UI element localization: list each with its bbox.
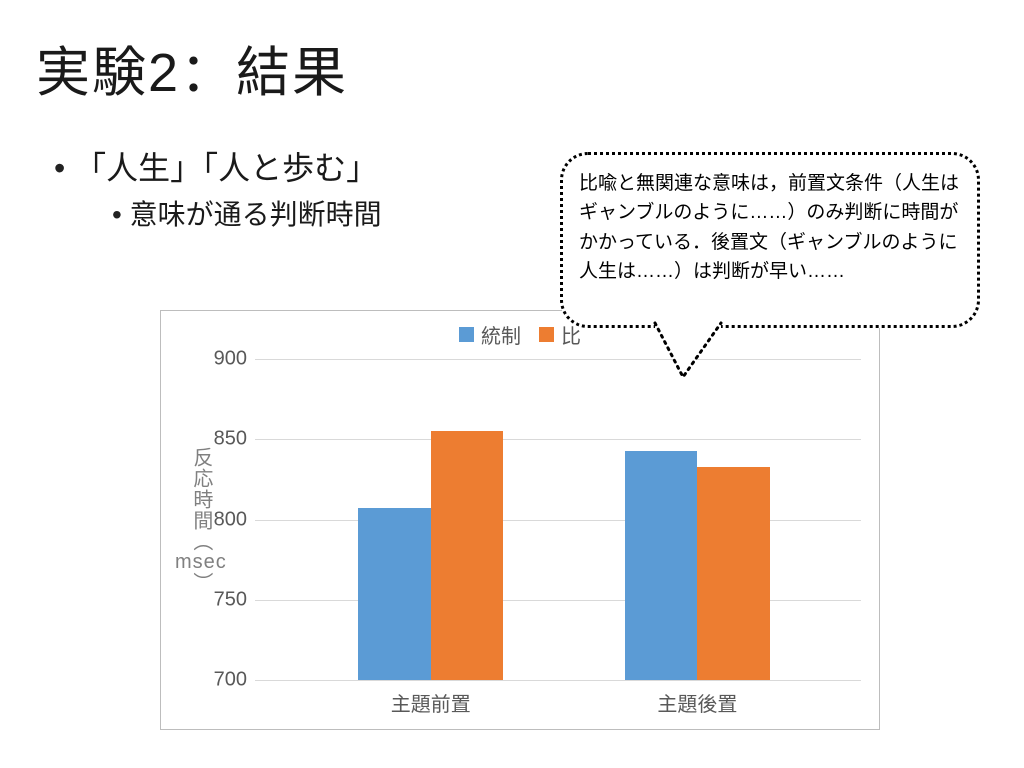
gridline bbox=[255, 600, 861, 601]
plot-area: 700750800850900主題前置主題後置 bbox=[255, 359, 861, 681]
y-tick-label: 750 bbox=[199, 588, 247, 611]
bar-統制-主題後置 bbox=[625, 451, 698, 681]
gridline bbox=[255, 680, 861, 681]
gridline bbox=[255, 359, 861, 360]
bubble-text: 比喩と無関連な意味は，前置文条件（人生はギャンブルのように……）のみ判断に時間が… bbox=[579, 173, 959, 282]
legend-item-1: 統制 bbox=[459, 320, 521, 349]
bar-統制-主題前置 bbox=[358, 508, 431, 680]
y-tick-label: 850 bbox=[199, 428, 247, 451]
bar-比喩-主題前置 bbox=[431, 431, 504, 680]
bubble-tail-icon bbox=[653, 321, 743, 379]
slide-title: 実験2：結果 bbox=[0, 0, 1024, 107]
y-tick-label: 900 bbox=[199, 348, 247, 371]
y-tick-label: 800 bbox=[199, 508, 247, 531]
bar-chart: 統制 比 反応時間（msec） 700750800850900主題前置主題後置 bbox=[160, 310, 880, 730]
bar-比喩-主題後置 bbox=[697, 467, 770, 680]
chart-legend: 統制 比 bbox=[459, 320, 581, 349]
legend-label-1: 統制 bbox=[481, 320, 521, 349]
gridline bbox=[255, 439, 861, 440]
x-tick-label: 主題後置 bbox=[657, 680, 737, 717]
speech-bubble: 比喩と無関連な意味は，前置文条件（人生はギャンブルのように……）のみ判断に時間が… bbox=[560, 152, 980, 328]
legend-swatch-2 bbox=[539, 327, 554, 342]
gridline bbox=[255, 520, 861, 521]
y-tick-label: 700 bbox=[199, 669, 247, 692]
x-tick-label: 主題前置 bbox=[391, 680, 471, 717]
legend-swatch-1 bbox=[459, 327, 474, 342]
